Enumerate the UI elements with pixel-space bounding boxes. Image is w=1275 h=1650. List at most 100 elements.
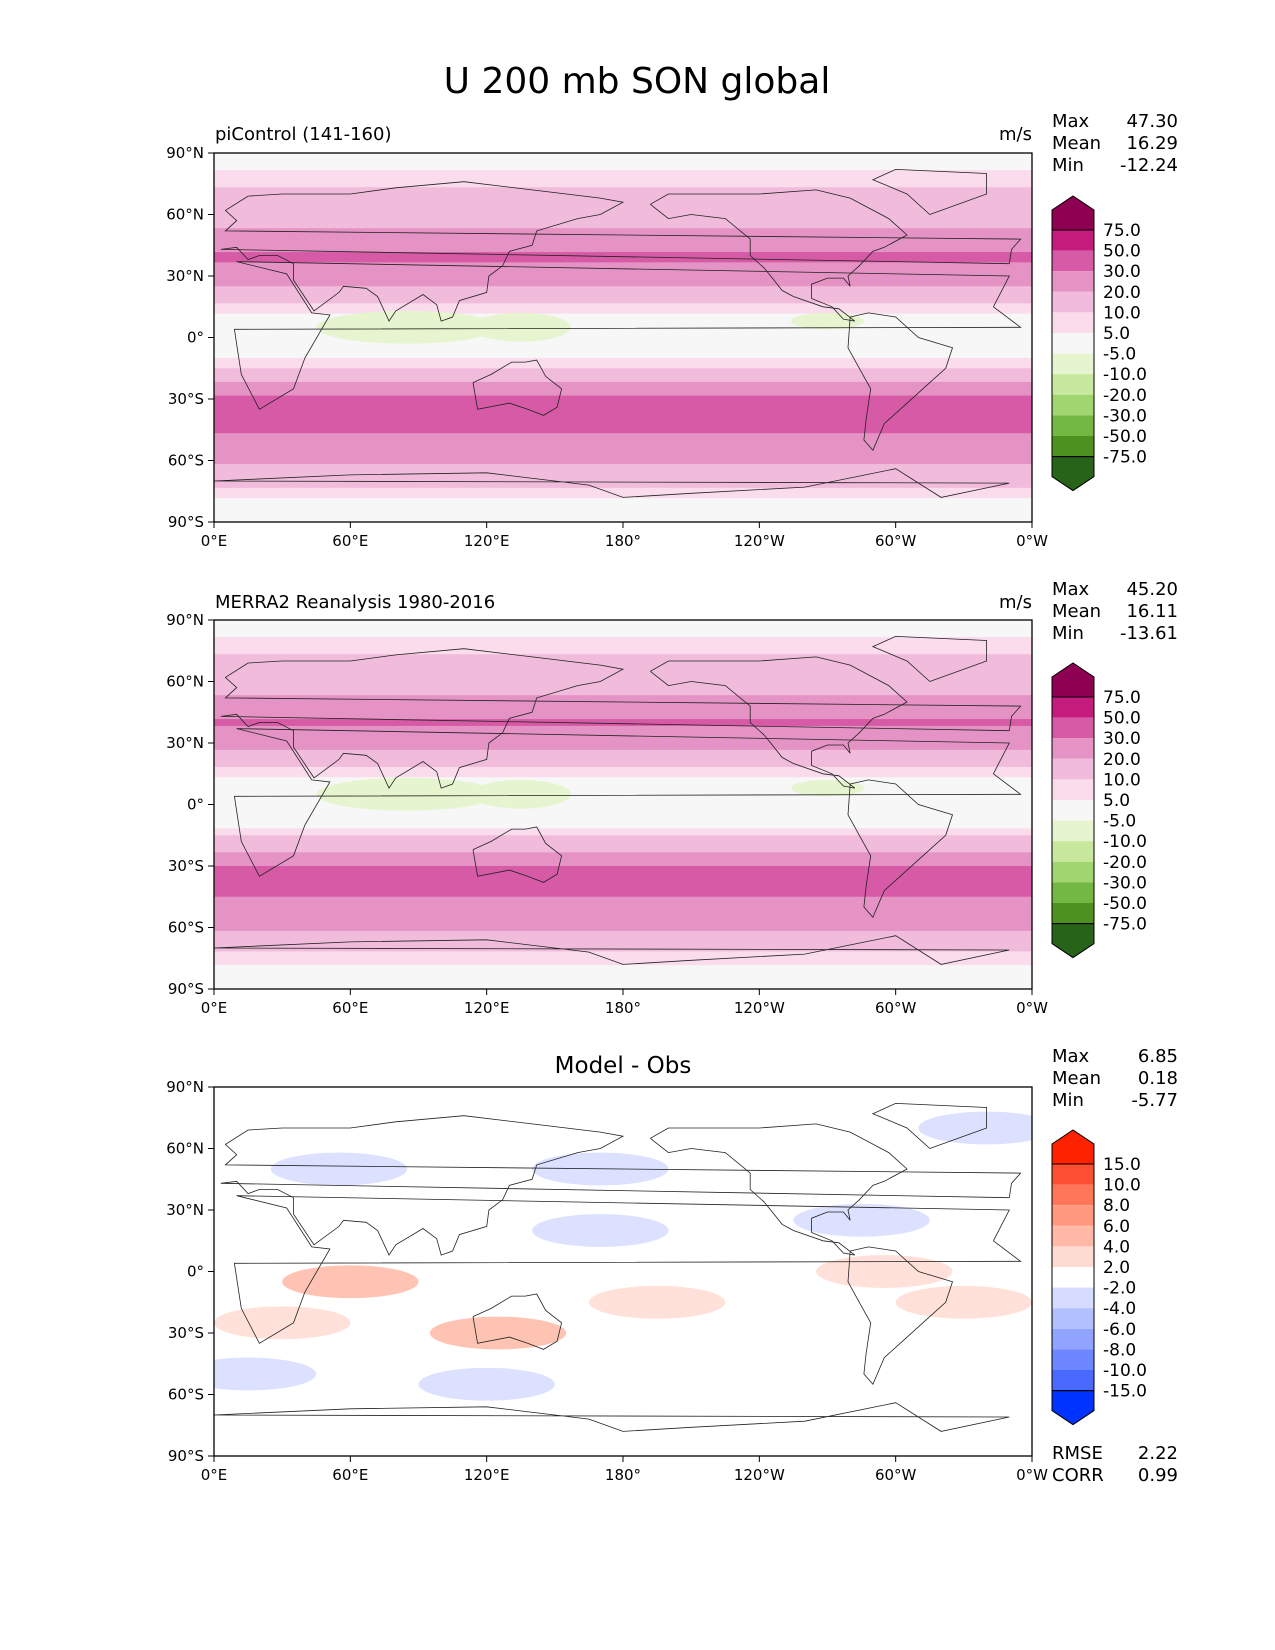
field-band bbox=[214, 310, 1032, 315]
field-band bbox=[214, 392, 1032, 397]
field-band bbox=[214, 214, 1032, 219]
field-band bbox=[214, 787, 1032, 792]
field-band bbox=[214, 804, 1032, 809]
field-band bbox=[214, 228, 1032, 233]
colorbar-swatch bbox=[1052, 291, 1094, 313]
field-band bbox=[214, 934, 1032, 939]
field-band bbox=[214, 739, 1032, 744]
field-band bbox=[214, 381, 1032, 386]
x-tick-label: 60°E bbox=[332, 1466, 368, 1484]
anomaly-patch bbox=[282, 1265, 419, 1299]
field-band bbox=[214, 327, 1032, 332]
coastline bbox=[871, 1102, 987, 1149]
field-band bbox=[214, 470, 1032, 475]
colorbar-swatch bbox=[1052, 1287, 1094, 1309]
field-band bbox=[214, 722, 1032, 727]
field-band bbox=[214, 961, 1032, 966]
panel-1-field bbox=[214, 153, 1032, 522]
field-band bbox=[214, 399, 1032, 404]
stat-value: 0.18 bbox=[1138, 1068, 1178, 1089]
field-band bbox=[214, 866, 1032, 871]
colorbar-frame bbox=[1051, 1163, 1095, 1392]
field-band bbox=[214, 712, 1032, 717]
field-band bbox=[214, 784, 1032, 789]
colorbar-tick-label: -10.0 bbox=[1103, 832, 1147, 852]
field-band bbox=[214, 402, 1032, 407]
field-band bbox=[214, 286, 1032, 291]
field-band bbox=[214, 323, 1032, 328]
colorbar-max-extend bbox=[1051, 662, 1095, 698]
field-band bbox=[214, 180, 1032, 185]
field-band bbox=[214, 484, 1032, 489]
anomaly-patch bbox=[429, 1316, 567, 1350]
field-band bbox=[214, 306, 1032, 311]
colorbar-tick-label: -5.0 bbox=[1103, 345, 1136, 365]
field-band bbox=[214, 245, 1032, 250]
field-band bbox=[214, 664, 1032, 669]
field-band bbox=[214, 681, 1032, 686]
coastline bbox=[472, 1293, 563, 1350]
field-band bbox=[214, 231, 1032, 236]
field-band bbox=[214, 371, 1032, 376]
colorbar-swatch bbox=[1052, 353, 1094, 375]
colorbar-swatch bbox=[1052, 312, 1094, 333]
colorbar-tick-label: -15.0 bbox=[1103, 1382, 1147, 1402]
y-tick-label: 90°N bbox=[166, 144, 204, 162]
anomaly-patch bbox=[588, 1285, 726, 1319]
coastline bbox=[472, 359, 563, 416]
colorbar-tick-label: 75.0 bbox=[1103, 221, 1141, 241]
colorbar-tick-label: -5.0 bbox=[1103, 812, 1136, 832]
colorbar-swatch bbox=[1052, 271, 1094, 292]
field-band bbox=[214, 766, 1032, 771]
field-band bbox=[214, 845, 1032, 850]
field-band bbox=[214, 440, 1032, 445]
colorbar: 75.050.030.020.010.05.0-5.0-10.0-20.0-30… bbox=[1051, 662, 1147, 959]
field-band bbox=[214, 889, 1032, 894]
colorbar-min-extend bbox=[1051, 1390, 1095, 1426]
colorbar-tick-label: 5.0 bbox=[1103, 324, 1130, 344]
field-band bbox=[214, 477, 1032, 482]
field-band bbox=[214, 320, 1032, 325]
field-band bbox=[214, 770, 1032, 775]
field-band bbox=[214, 241, 1032, 246]
field-band bbox=[214, 900, 1032, 905]
colorbar: 15.010.08.06.04.02.0-2.0-4.0-6.0-8.0-10.… bbox=[1051, 1129, 1147, 1426]
field-band bbox=[214, 282, 1032, 287]
y-tick-label: 30°N bbox=[166, 1201, 204, 1219]
colorbar-tick-label: 6.0 bbox=[1103, 1217, 1130, 1237]
field-band bbox=[214, 756, 1032, 761]
coastline bbox=[220, 648, 1022, 789]
field-band bbox=[214, 347, 1032, 352]
x-tick-label: 60°W bbox=[875, 532, 917, 550]
field-band bbox=[214, 951, 1032, 956]
field-band bbox=[214, 211, 1032, 216]
colorbar-swatch bbox=[1052, 1267, 1094, 1288]
field-band bbox=[214, 958, 1032, 963]
colorbar-swatch bbox=[1052, 394, 1094, 416]
field-band bbox=[214, 790, 1032, 795]
colorbar-swatch bbox=[1052, 717, 1094, 739]
colorbar-swatch bbox=[1052, 374, 1094, 395]
coastline bbox=[650, 1123, 908, 1256]
panel-title: piControl (141-160) bbox=[215, 124, 391, 145]
field-band bbox=[214, 855, 1032, 860]
x-tick-label: 0°W bbox=[1016, 999, 1048, 1017]
y-tick-label: 30°N bbox=[166, 734, 204, 752]
coastline bbox=[847, 1246, 954, 1386]
y-tick-label: 90°S bbox=[168, 1447, 204, 1465]
field-band bbox=[214, 453, 1032, 458]
field-band bbox=[214, 910, 1032, 915]
field-band bbox=[214, 674, 1032, 679]
field-band bbox=[214, 463, 1032, 468]
field-band bbox=[214, 848, 1032, 853]
panel-3-field bbox=[214, 1087, 1032, 1456]
field-band bbox=[214, 794, 1032, 799]
field-band bbox=[214, 419, 1032, 424]
field-band bbox=[214, 667, 1032, 672]
field-band bbox=[214, 330, 1032, 335]
colorbar-swatch bbox=[1052, 415, 1094, 436]
y-tick-label: 60°S bbox=[168, 919, 204, 937]
field-band bbox=[214, 797, 1032, 802]
field-band bbox=[214, 818, 1032, 823]
panel-title: MERRA2 Reanalysis 1980-2016 bbox=[215, 592, 495, 613]
